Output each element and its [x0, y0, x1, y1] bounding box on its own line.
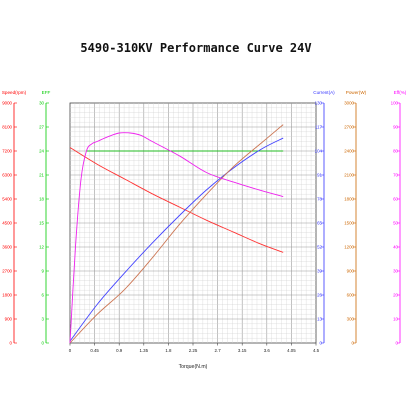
- tick-label-effpct: 100: [391, 101, 399, 106]
- tick-label-current: 26: [317, 293, 322, 298]
- tick-label-speed: 3600: [2, 245, 12, 250]
- tick-label-speed: 2700: [2, 269, 12, 274]
- tick-label-power: 0: [352, 341, 355, 346]
- tick-label-speed: 5400: [2, 197, 12, 202]
- x-tick-label: 2.25: [189, 348, 198, 353]
- axis-current: Current(A) 0 13 26 39 52 65 78 91 104 117 130: [313, 90, 335, 346]
- tick-label-effpct: 90: [393, 125, 398, 130]
- tick-label-power: 900: [347, 269, 355, 274]
- tick-label-eff: 30: [39, 101, 44, 106]
- tick-label-speed: 1800: [2, 293, 12, 298]
- tick-label-effpct: 30: [393, 269, 398, 274]
- tick-label-eff: 0: [42, 341, 45, 346]
- tick-label-eff: 15: [39, 221, 44, 226]
- series-curves: [69, 124, 284, 344]
- curve-power: [69, 124, 284, 344]
- tick-label-power: 1500: [344, 221, 354, 226]
- x-tick-label: 3.15: [238, 348, 247, 353]
- tick-label-effpct: 70: [393, 173, 398, 178]
- axis-effpct: Eff(%) 0 10 20 30 40 50 60 70 80 90 100: [391, 90, 407, 346]
- tick-label-speed: 9000: [2, 101, 12, 106]
- tick-label-eff: 24: [39, 149, 44, 154]
- tick-label-current: 117: [315, 125, 323, 130]
- value-axes: Speed(rpm)090018002700360045005400630072…: [2, 90, 407, 346]
- axis-speed: Speed(rpm) 0 900 1800 2700 3600 4500 5400 6300 72…: [2, 90, 27, 346]
- x-tick-label: 0: [69, 348, 72, 353]
- tick-label-power: 1800: [344, 197, 354, 202]
- tick-label-power: 2700: [344, 125, 354, 130]
- tick-label-eff: 27: [39, 125, 44, 130]
- chart-title: 5490-310KV Performance Curve 24V: [80, 41, 311, 55]
- x-tick-label: 4.05: [287, 348, 296, 353]
- tick-label-speed: 900: [5, 317, 13, 322]
- tick-label-speed: 0: [10, 341, 13, 346]
- tick-label-speed: 6300: [2, 173, 12, 178]
- tick-label-eff: 21: [39, 173, 44, 178]
- tick-label-speed: 7200: [2, 149, 12, 154]
- axis-title-eff: EFF: [42, 90, 51, 95]
- tick-label-effpct: 50: [393, 221, 398, 226]
- tick-label-power: 2400: [344, 149, 354, 154]
- curve-current: [69, 137, 284, 342]
- x-tick-label: 2.7: [215, 348, 222, 353]
- tick-label-effpct: 80: [393, 149, 398, 154]
- tick-label-current: 65: [317, 221, 322, 226]
- tick-label-eff: 18: [39, 197, 44, 202]
- curve-effpct: [69, 132, 284, 344]
- axis-title-effpct: Eff(%): [394, 90, 407, 95]
- tick-label-speed: 4500: [2, 221, 12, 226]
- tick-label-effpct: 40: [393, 245, 398, 250]
- x-tick-label: 1.8: [165, 348, 172, 353]
- x-tick-label: 0.9: [116, 348, 123, 353]
- tick-label-current: 78: [317, 197, 322, 202]
- tick-label-current: 91: [317, 173, 322, 178]
- axis-title-current: Current(A): [313, 90, 335, 95]
- axis-title-power: Power(W): [346, 90, 367, 95]
- tick-label-eff: 12: [39, 245, 44, 250]
- tick-label-current: 52: [317, 245, 322, 250]
- tick-label-eff: 3: [42, 317, 45, 322]
- tick-label-current: 130: [315, 101, 323, 106]
- tick-label-power: 1200: [344, 245, 354, 250]
- plot-grid: [69, 102, 317, 344]
- x-axis-label: Torque(N.m): [179, 364, 208, 370]
- tick-label-current: 13: [317, 317, 322, 322]
- x-tick-label: 3.6: [264, 348, 271, 353]
- axis-title-speed: Speed(rpm): [2, 90, 27, 95]
- tick-label-eff: 9: [42, 269, 45, 274]
- x-tick-label: 4.5: [313, 348, 320, 353]
- curve-speed: [69, 147, 284, 253]
- tick-label-speed: 8100: [2, 125, 12, 130]
- axis-power: Power(W) 0 300 600 900 1200 1500 1800 2100 2400 27…: [344, 90, 366, 346]
- tick-label-power: 300: [347, 317, 355, 322]
- tick-label-effpct: 0: [396, 341, 399, 346]
- tick-label-eff: 6: [42, 293, 45, 298]
- tick-label-current: 0: [320, 341, 323, 346]
- tick-label-current: 39: [317, 269, 322, 274]
- x-tick-label: 1.35: [140, 348, 149, 353]
- tick-label-effpct: 60: [393, 197, 398, 202]
- tick-label-power: 3000: [344, 101, 354, 106]
- tick-label-effpct: 20: [393, 293, 398, 298]
- tick-label-power: 2100: [344, 173, 354, 178]
- x-tick-label: 0.45: [90, 348, 99, 353]
- torque-axis: 0 0.45 0.9 1.35 1.8 2.25 2.7 3.15 3.6 4.05 4.5: [69, 343, 320, 353]
- tick-label-power: 600: [347, 293, 355, 298]
- tick-label-effpct: 10: [393, 317, 398, 322]
- tick-label-current: 104: [315, 149, 323, 154]
- axis-eff: EFF 0 3 6 9 12 15 18 21 24 27 30: [39, 90, 50, 346]
